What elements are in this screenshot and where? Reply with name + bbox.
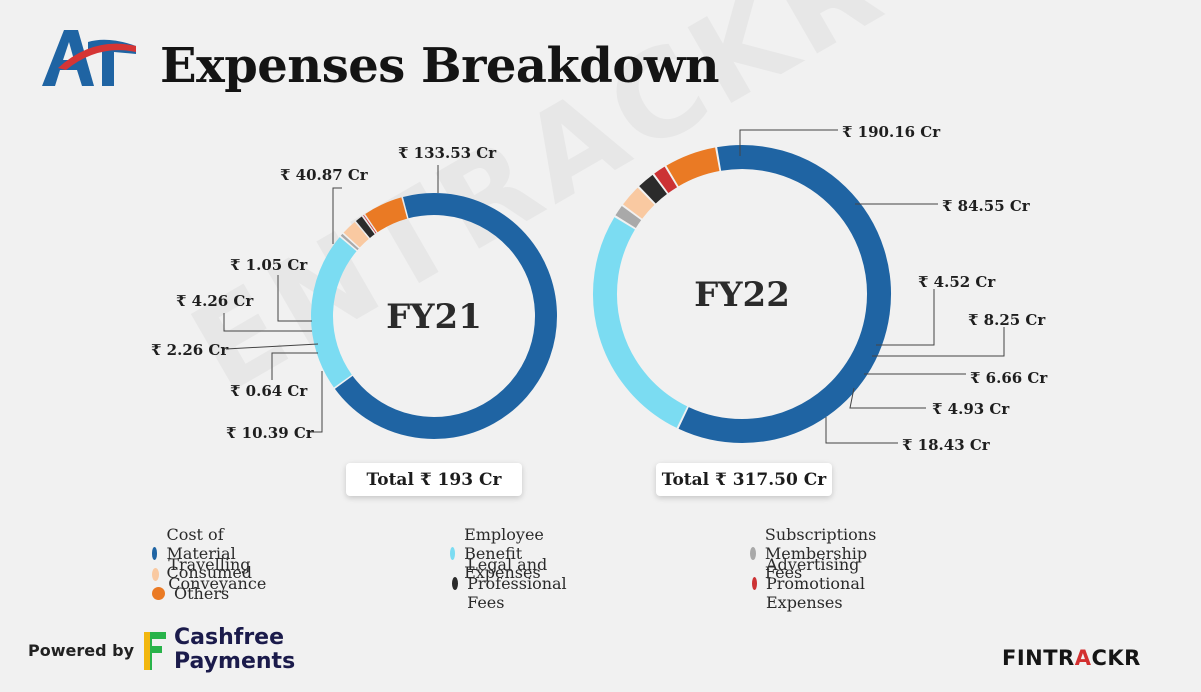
brand-main: FINTR xyxy=(1002,646,1075,670)
legend-item: Legal and Professional Fees xyxy=(452,555,574,612)
brand-wordmark: FINTRACKR xyxy=(1002,646,1141,670)
cashfree-line2: Payments xyxy=(174,649,296,674)
leader-line-1-5 xyxy=(849,387,926,409)
powered-by-label: Powered by xyxy=(28,641,134,660)
legend-item: Subscriptions Membership Fees xyxy=(750,525,883,582)
data-label-1-6: ₹ 18.43 Cr xyxy=(902,436,991,454)
donut-slice-1-0 xyxy=(678,145,891,443)
donut-slice-0-6 xyxy=(365,197,408,233)
data-label-1-2: ₹ 4.52 Cr xyxy=(918,273,996,291)
donut-slice-0-1 xyxy=(311,237,357,388)
donut-slice-1-4 xyxy=(639,174,668,204)
leader-line-0-6 xyxy=(310,371,323,433)
leader-line-0-5 xyxy=(271,352,318,380)
brand-end: CKR xyxy=(1091,646,1141,670)
donut-slice-1-1 xyxy=(593,217,688,428)
legend-swatch xyxy=(152,547,158,560)
leader-line-0-1 xyxy=(332,187,342,244)
legend-item: Employee Benefit Expenses xyxy=(450,525,552,582)
cashfree-wordmark: Cashfree Payments xyxy=(174,626,295,674)
fy22-total: Total ₹ 317.50 Cr xyxy=(661,469,827,490)
legend-label: Others xyxy=(174,584,230,603)
data-label-0-1: ₹ 40.87 Cr xyxy=(280,166,369,184)
legend-label: Legal and Professional Fees xyxy=(467,555,567,612)
legend-label: Cost of Material Consumed xyxy=(166,525,253,582)
legend-swatch xyxy=(152,567,160,581)
legend-swatch xyxy=(750,547,756,560)
leader-line-0-2 xyxy=(277,275,312,322)
donut-slice-1-5 xyxy=(654,166,678,194)
fy21-donut: FY21 ₹ 133.53 Cr ₹ 40.87 Cr ₹ 1.05 Cr ₹ 4.26… xyxy=(151,144,557,442)
legend-item: Advertising Promotional Expenses xyxy=(752,555,873,612)
data-label-1-4: ₹ 6.66 Cr xyxy=(970,369,1048,387)
cashfree-line1: Cashfree xyxy=(174,625,285,650)
data-label-0-4: ₹ 2.26 Cr xyxy=(151,341,229,359)
donut-slice-1-3 xyxy=(623,187,655,219)
donut-slice-0-3 xyxy=(343,222,369,248)
center-label-1: FY22 xyxy=(694,275,790,315)
leader-line-0-3 xyxy=(223,313,312,332)
leader-line-1-6 xyxy=(825,417,898,444)
fy21-total: Total ₹ 193 Cr xyxy=(366,469,502,490)
data-label-1-0: ₹ 190.16 Cr xyxy=(842,123,941,141)
cashfree-logo-icon xyxy=(144,632,166,670)
publisher-logo-icon xyxy=(42,30,136,86)
center-label-0: FY21 xyxy=(386,297,482,337)
data-label-0-6: ₹ 10.39 Cr xyxy=(226,424,315,442)
data-label-0-2: ₹ 1.05 Cr xyxy=(230,256,308,274)
legend-label: Travelling Conveyance xyxy=(168,555,267,593)
donut-slice-1-6 xyxy=(666,147,720,187)
data-label-0-5: ₹ 0.64 Cr xyxy=(230,382,308,400)
leader-line-1-2 xyxy=(876,289,935,346)
data-label-0-0: ₹ 133.53 Cr xyxy=(398,144,497,162)
legend-label: Subscriptions Membership Fees xyxy=(764,525,877,582)
donut-slice-0-4 xyxy=(355,216,375,238)
legend-swatch xyxy=(452,577,459,590)
fy21-total-box: Total ₹ 193 Cr xyxy=(346,463,522,496)
leader-line-0-4 xyxy=(225,343,319,350)
brand-accent: A xyxy=(1074,646,1092,670)
leader-line-1-3 xyxy=(872,327,1005,357)
legend-label: Advertising Promotional Expenses xyxy=(765,555,865,612)
legend-item: Travelling Conveyance xyxy=(152,555,272,593)
legend-item: Cost of Material Consumed xyxy=(152,525,260,582)
legend-item: Others xyxy=(152,584,229,603)
data-label-1-1: ₹ 84.55 Cr xyxy=(942,197,1031,215)
legend-swatch xyxy=(450,547,456,560)
data-label-1-3: ₹ 8.25 Cr xyxy=(968,311,1046,329)
page-title: Expenses Breakdown xyxy=(160,38,720,94)
donut-slice-1-2 xyxy=(615,205,642,229)
leader-line-1-0 xyxy=(739,129,838,156)
donut-slice-0-0 xyxy=(334,193,557,439)
donut-slice-0-2 xyxy=(340,233,359,251)
data-label-1-5: ₹ 4.93 Cr xyxy=(932,400,1010,418)
data-label-0-3: ₹ 4.26 Cr xyxy=(176,292,254,310)
legend-swatch xyxy=(752,577,757,590)
fy22-donut: FY22 ₹ 190.16 Cr ₹ 84.55 Cr ₹ 4.52 Cr ₹ 8.25… xyxy=(593,123,1048,454)
fy22-total-box: Total ₹ 317.50 Cr xyxy=(656,463,832,496)
legend-label: Employee Benefit Expenses xyxy=(464,525,544,582)
legend-swatch xyxy=(152,587,165,600)
